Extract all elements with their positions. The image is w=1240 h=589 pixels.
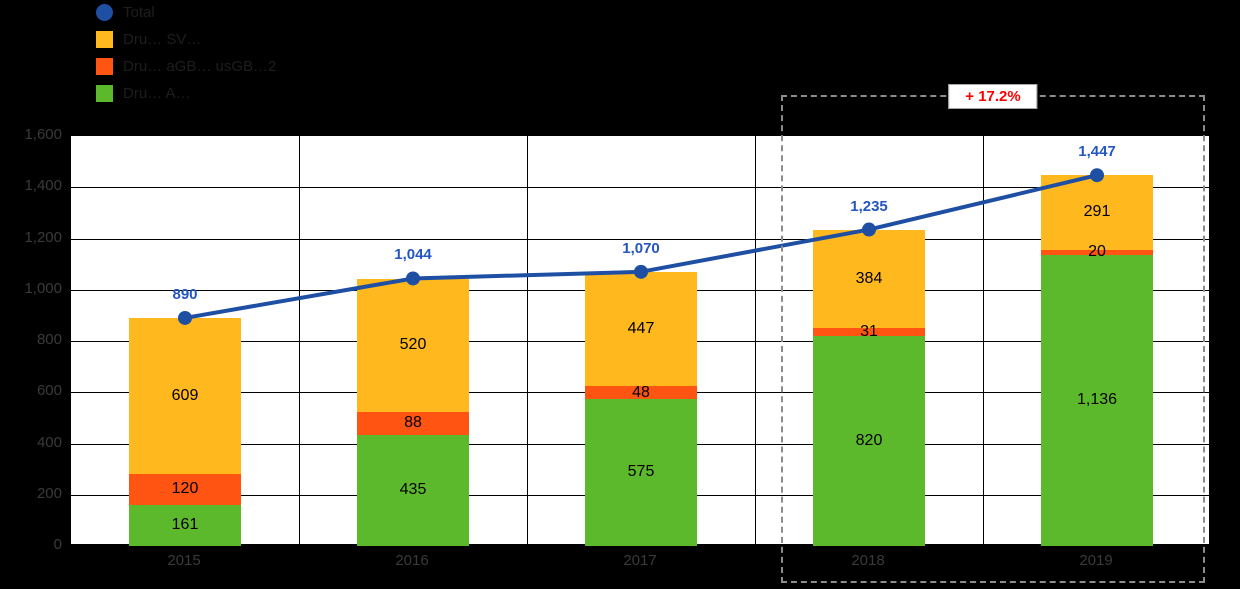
total-line-layer [178,168,1104,325]
bar-segment-2018-series1 [813,327,925,336]
bar-segment-2018-series2 [813,229,925,328]
gridline-vertical [755,136,756,544]
legend-item-1: Dru… SV… [96,29,201,49]
bar-segment-2018-series0 [813,335,925,546]
line-marker [178,310,192,325]
gridline-vertical [299,136,300,544]
bar-segment-2019-series0 [1041,254,1153,546]
bar-value-label: 161 [171,516,199,534]
y-axis-label: 400 [36,433,62,451]
total-value-label: 1,070 [622,239,660,257]
bar-segment-2019-series2 [1041,175,1153,250]
total-value-label: 890 [172,285,198,303]
y-axis-label: 1,000 [24,279,62,297]
legend-circle-icon [96,3,113,21]
bar-segment-2016-series1 [357,411,469,435]
bar-value-label: 609 [171,386,199,404]
bar-value-label: 120 [171,480,199,498]
growth-annotation: + 17.2% [948,84,1038,109]
legend-item-3: Dru… A… [96,83,191,103]
legend-item-0: Total [96,2,155,22]
bar-segment-2019-series1 [1041,249,1153,255]
x-axis-label: 2017 [623,552,657,569]
y-axis-label: 800 [36,331,62,348]
y-axis-label: 1,200 [24,228,62,246]
bar-value-label: 20 [1088,243,1106,261]
legend-label: Total [123,3,155,21]
line-marker [634,264,648,279]
y-axis-label: 200 [36,484,62,502]
y-axis-label: 1,400 [24,177,62,195]
bar-segment-2015-series0 [129,504,241,546]
bar-value-label: 520 [399,336,427,354]
gridline-horizontal [71,187,1209,189]
bar-segment-2016-series0 [357,434,469,546]
legend-label: Dru… aGB… usGB…2 [123,57,277,75]
bar-value-label: 1,136 [1076,391,1118,409]
bar-segment-2017-series0 [585,398,697,546]
legend-square-icon [96,57,113,75]
x-axis-label: 2019 [1079,552,1113,569]
line-marker [862,222,876,237]
plot-area: 161 120 609 890 435 88 520 1,044 575 48 447 1,070 82… [70,135,1210,546]
y-axis-label: 600 [36,382,62,400]
bar-value-label: 88 [404,414,422,432]
bar-value-label: 820 [855,431,883,449]
gridline-horizontal [71,238,1209,240]
bar-value-label: 384 [855,269,883,287]
legend-label: Dru… A… [123,84,191,102]
x-axis-label: 2018 [851,552,885,569]
bar-value-label: 575 [627,463,655,481]
bar-segment-2015-series2 [129,317,241,474]
total-value-label: 1,447 [1078,143,1116,161]
bar-value-label: 48 [632,383,650,401]
gridline-vertical [527,136,528,544]
bar-value-label: 31 [860,322,878,340]
bar-segment-2015-series1 [129,473,241,505]
y-axis-label: 1,600 [24,126,62,143]
line-marker [406,271,420,286]
gridline-vertical [983,136,984,544]
total-value-label: 1,235 [850,197,888,215]
y-axis-label: 0 [53,536,62,553]
x-axis-label: 2015 [167,552,201,569]
legend-label: Dru… SV… [123,30,202,48]
legend-square-icon [96,84,113,102]
line-marker [1090,168,1104,183]
bar-segment-2017-series1 [585,386,697,399]
bar-segment-2016-series2 [357,278,469,412]
bar-value-label: 447 [627,320,655,338]
bar-value-label: 291 [1083,203,1111,221]
x-axis-label: 2016 [395,552,429,569]
bar-segment-2017-series2 [585,271,697,387]
bar-value-label: 435 [399,481,427,499]
total-value-label: 1,044 [394,246,432,264]
legend-square-icon [96,30,113,48]
legend-item-2: Dru… aGB… usGB…2 [96,56,276,76]
